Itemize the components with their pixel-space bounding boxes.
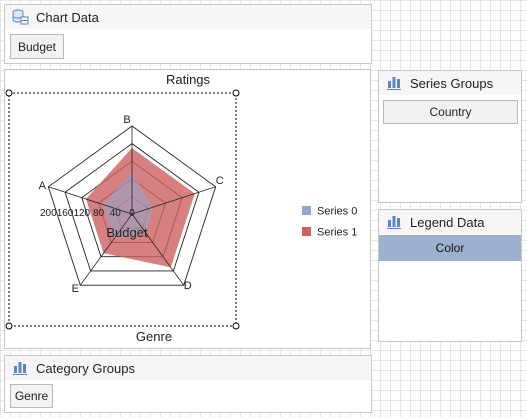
tick-label: 120 xyxy=(73,208,90,219)
color-field-button[interactable]: Color xyxy=(379,235,521,261)
chart-data-title: Chart Data xyxy=(36,9,99,25)
series-groups-panel: Series Groups Country xyxy=(378,70,522,203)
budget-field-button[interactable]: Budget xyxy=(10,34,64,59)
bar-chart-icon xyxy=(385,74,403,92)
legend-label-0: Series 0 xyxy=(317,206,357,218)
tick-label: 80 xyxy=(93,208,105,219)
legend-label-1: Series 1 xyxy=(317,227,357,239)
category-groups-header: Category Groups xyxy=(5,356,371,380)
axis-spoke xyxy=(48,186,133,215)
category-labels: A B C D E xyxy=(39,114,224,295)
legend-data-header: Legend Data xyxy=(379,210,521,234)
resize-handle xyxy=(232,89,240,97)
bar-chart-icon xyxy=(11,359,29,377)
resize-handle xyxy=(5,89,13,97)
category-groups-panel: Category Groups Genre xyxy=(4,355,372,413)
tick-label: 160 xyxy=(57,208,74,219)
series-groups-header: Series Groups xyxy=(379,71,521,95)
category-groups-title: Category Groups xyxy=(36,360,135,376)
chart-data-header: Chart Data xyxy=(5,5,371,29)
series-layer xyxy=(85,148,195,268)
chart-title: Ratings xyxy=(166,72,211,87)
bar-chart-icon xyxy=(385,213,403,231)
category-label-e: E xyxy=(72,283,79,295)
category-axis-title: Genre xyxy=(136,329,172,344)
grid-ring xyxy=(64,143,200,272)
tick-label: 200 xyxy=(40,208,57,219)
axis-spoke xyxy=(131,186,216,215)
axis-layer xyxy=(48,126,216,286)
axis-spoke xyxy=(79,213,133,286)
legend-swatch-1 xyxy=(302,227,311,236)
chart-area[interactable]: Ratings 200 160 120 80 40 0 A B C D E Budget Genr… xyxy=(4,69,371,349)
legend-data-panel: Legend Data Color xyxy=(378,209,522,342)
axis-spoke xyxy=(131,213,185,286)
series-groups-title: Series Groups xyxy=(410,75,494,91)
category-label-c: C xyxy=(216,175,224,187)
country-field-button[interactable]: Country xyxy=(383,100,518,124)
value-axis-title: Budget xyxy=(106,225,148,240)
category-label-d: D xyxy=(184,280,192,292)
grid-ring xyxy=(47,125,217,286)
database-icon xyxy=(11,8,29,26)
legend: Series 0 Series 1 xyxy=(302,206,357,239)
selection-rectangle xyxy=(8,92,237,327)
category-label-a: A xyxy=(39,180,47,192)
chart-data-panel: Chart Data Budget xyxy=(4,4,372,64)
tick-label: 0 xyxy=(129,208,135,219)
legend-swatch-0 xyxy=(302,206,311,215)
radar-chart: Ratings 200 160 120 80 40 0 A B C D E Budget Genr… xyxy=(5,72,357,344)
genre-field-button[interactable]: Genre xyxy=(10,384,53,408)
resize-handle xyxy=(5,322,13,330)
tick-labels: 200 160 120 80 40 0 xyxy=(40,208,135,219)
selection-frame[interactable] xyxy=(5,89,240,330)
resize-handle xyxy=(232,322,240,330)
series-0-area xyxy=(102,172,153,239)
legend-data-title: Legend Data xyxy=(410,214,485,230)
category-label-b: B xyxy=(123,114,130,126)
tick-label: 40 xyxy=(110,208,122,219)
